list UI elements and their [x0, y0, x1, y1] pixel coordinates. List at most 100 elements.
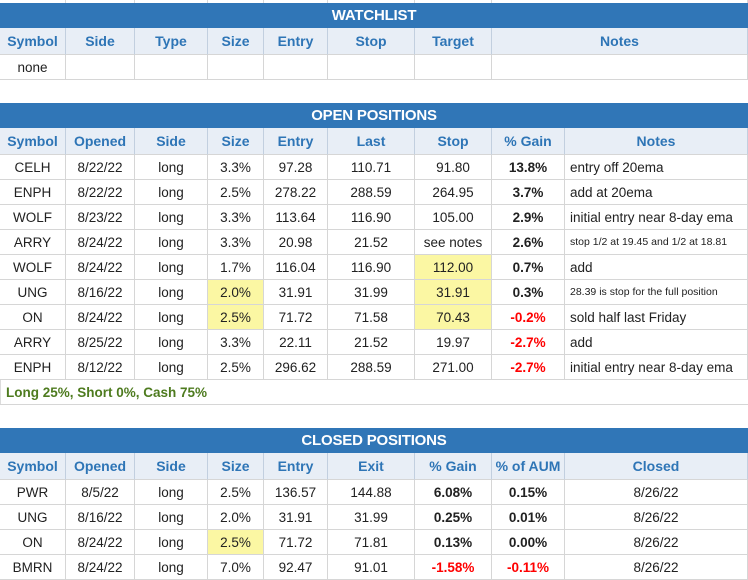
cell-opened[interactable]: 8/24/22 — [66, 530, 135, 555]
column-header-symbol[interactable]: Symbol — [0, 453, 66, 480]
cell-notes[interactable]: sold half last Friday — [565, 305, 748, 330]
cell-entry[interactable]: 113.64 — [264, 205, 328, 230]
cell-symbol[interactable]: ARRY — [0, 330, 66, 355]
column-header-type[interactable]: Type — [135, 28, 208, 55]
cell-stop[interactable]: see notes — [415, 230, 492, 255]
cell-gain[interactable]: -2.7% — [492, 355, 565, 380]
cell-symbol[interactable]: ON — [0, 305, 66, 330]
cell-of-aum[interactable]: 0.01% — [492, 505, 565, 530]
cell-type[interactable] — [135, 55, 208, 80]
cell-size[interactable]: 2.5% — [208, 480, 264, 505]
cell-symbol[interactable]: ON — [0, 530, 66, 555]
cell-size[interactable] — [208, 55, 264, 80]
cell-size[interactable]: 2.0% — [208, 505, 264, 530]
cell-notes[interactable]: 28.39 is stop for the full position — [565, 280, 748, 305]
cell-side[interactable]: long — [135, 355, 208, 380]
cell-closed[interactable]: 8/26/22 — [565, 505, 748, 530]
cell-gain[interactable]: 2.9% — [492, 205, 565, 230]
cell-side[interactable]: long — [135, 180, 208, 205]
cell-side[interactable]: long — [135, 280, 208, 305]
column-header-size[interactable]: Size — [208, 453, 264, 480]
cell-of-aum[interactable]: 0.00% — [492, 530, 565, 555]
cell-gain[interactable]: -0.2% — [492, 305, 565, 330]
cell-last[interactable]: 31.99 — [328, 280, 415, 305]
cell-notes[interactable]: add at 20ema — [565, 180, 748, 205]
cell-last[interactable]: 288.59 — [328, 355, 415, 380]
cell-opened[interactable]: 8/22/22 — [66, 155, 135, 180]
cell-side[interactable]: long — [135, 255, 208, 280]
cell-side[interactable]: long — [135, 555, 208, 580]
cell-size[interactable]: 3.3% — [208, 330, 264, 355]
cell-last[interactable]: 116.90 — [328, 255, 415, 280]
cell-size[interactable]: 3.3% — [208, 230, 264, 255]
cell-side[interactable]: long — [135, 480, 208, 505]
cell-opened[interactable]: 8/22/22 — [66, 180, 135, 205]
cell-stop[interactable]: 91.80 — [415, 155, 492, 180]
column-header-stop[interactable]: Stop — [415, 128, 492, 155]
column-header-opened[interactable]: Opened — [66, 128, 135, 155]
column-header-closed[interactable]: Closed — [565, 453, 748, 480]
column-header-notes[interactable]: Notes — [565, 128, 748, 155]
cell-entry[interactable]: 71.72 — [264, 305, 328, 330]
cell-stop[interactable]: 31.91 — [415, 280, 492, 305]
cell-size[interactable]: 1.7% — [208, 255, 264, 280]
cell-stop[interactable]: 19.97 — [415, 330, 492, 355]
cell-side[interactable]: long — [135, 305, 208, 330]
cell-entry[interactable]: 136.57 — [264, 480, 328, 505]
cell-gain[interactable]: 13.8% — [492, 155, 565, 180]
cell-opened[interactable]: 8/16/22 — [66, 505, 135, 530]
cell-exit[interactable]: 31.99 — [328, 505, 415, 530]
cell-side[interactable]: long — [135, 505, 208, 530]
cell-side[interactable]: long — [135, 205, 208, 230]
cell-stop[interactable]: 105.00 — [415, 205, 492, 230]
column-header-exit[interactable]: Exit — [328, 453, 415, 480]
cell-last[interactable]: 21.52 — [328, 330, 415, 355]
column-header-notes[interactable]: Notes — [492, 28, 748, 55]
cell-side[interactable]: long — [135, 330, 208, 355]
cell-closed[interactable]: 8/26/22 — [565, 480, 748, 505]
cell-gain[interactable]: -2.7% — [492, 330, 565, 355]
cell-entry[interactable]: 97.28 — [264, 155, 328, 180]
allocation-summary[interactable]: Long 25%, Short 0%, Cash 75% — [0, 380, 748, 405]
cell-gain[interactable]: 0.25% — [415, 505, 492, 530]
cell-exit[interactable]: 144.88 — [328, 480, 415, 505]
cell-size[interactable]: 2.5% — [208, 180, 264, 205]
cell-gain[interactable]: 0.13% — [415, 530, 492, 555]
cell-size[interactable]: 3.3% — [208, 155, 264, 180]
cell-entry[interactable]: 278.22 — [264, 180, 328, 205]
column-header-symbol[interactable]: Symbol — [0, 28, 66, 55]
column-header-opened[interactable]: Opened — [66, 453, 135, 480]
cell-side[interactable]: long — [135, 230, 208, 255]
cell-notes[interactable]: entry off 20ema — [565, 155, 748, 180]
cell-notes[interactable]: initial entry near 8-day ema — [565, 355, 748, 380]
cell-entry[interactable]: 116.04 — [264, 255, 328, 280]
cell-opened[interactable]: 8/24/22 — [66, 305, 135, 330]
column-header-stop[interactable]: Stop — [328, 28, 415, 55]
column-header-size[interactable]: Size — [208, 28, 264, 55]
cell-entry[interactable]: 92.47 — [264, 555, 328, 580]
cell-opened[interactable]: 8/25/22 — [66, 330, 135, 355]
cell-symbol[interactable]: ENPH — [0, 180, 66, 205]
cell-entry[interactable]: 22.11 — [264, 330, 328, 355]
cell-exit[interactable]: 91.01 — [328, 555, 415, 580]
cell-size[interactable]: 2.5% — [208, 355, 264, 380]
column-header-size[interactable]: Size — [208, 128, 264, 155]
cell-symbol[interactable]: none — [0, 55, 66, 80]
cell-gain[interactable]: 2.6% — [492, 230, 565, 255]
cell-opened[interactable]: 8/24/22 — [66, 255, 135, 280]
cell-symbol[interactable]: UNG — [0, 505, 66, 530]
cell-size[interactable]: 2.0% — [208, 280, 264, 305]
cell-target[interactable] — [415, 55, 492, 80]
cell-opened[interactable]: 8/16/22 — [66, 280, 135, 305]
column-header-target[interactable]: Target — [415, 28, 492, 55]
cell-symbol[interactable]: UNG — [0, 280, 66, 305]
cell-symbol[interactable]: WOLF — [0, 205, 66, 230]
cell-exit[interactable]: 71.81 — [328, 530, 415, 555]
cell-last[interactable]: 71.58 — [328, 305, 415, 330]
cell-opened[interactable]: 8/12/22 — [66, 355, 135, 380]
cell-gain[interactable]: 3.7% — [492, 180, 565, 205]
cell-closed[interactable]: 8/26/22 — [565, 530, 748, 555]
cell-side[interactable]: long — [135, 530, 208, 555]
cell-symbol[interactable]: ARRY — [0, 230, 66, 255]
column-header-entry[interactable]: Entry — [264, 28, 328, 55]
